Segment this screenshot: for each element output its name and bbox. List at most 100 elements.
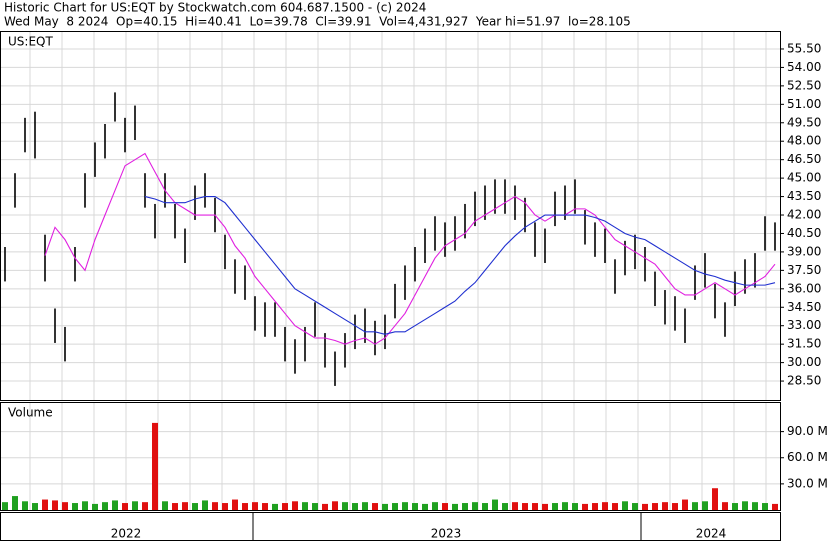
y-tick-label: 28.50 [787,374,821,388]
volume-bar [522,503,528,510]
volume-bar [222,503,228,510]
volume-bar [552,503,558,510]
volume-bar [312,503,318,510]
y-tick-label: 48.00 [787,134,821,148]
volume-bar [142,502,148,510]
volume-bar [662,502,668,510]
volume-bar [472,502,478,510]
y-tick-label: 52.50 [787,78,821,92]
volume-bar [462,503,468,510]
volume-bar [342,502,348,510]
volume-bar [282,503,288,510]
volume-bar [122,503,128,510]
volume-bar [532,503,538,510]
volume-bar [232,499,238,510]
volume-bar [372,503,378,510]
volume-bar [652,503,658,510]
moving-average [44,152,776,345]
y-tick-label: 43.50 [787,189,821,203]
volume-bar [42,499,48,510]
volume-bar [512,502,518,510]
volume-bar [332,501,338,510]
y-tick-label: 40.50 [787,226,821,240]
volume-bar [252,502,258,510]
price-panel-label: US:EQT [8,35,53,49]
volume-bar [262,503,268,510]
volume-bar [22,501,28,510]
y-tick-label: 37.50 [787,263,821,277]
volume-bar [402,502,408,510]
volume-bar [362,502,368,510]
volume-bar [192,503,198,510]
year-label: 2022 [111,527,142,541]
volume-bar [572,503,578,510]
volume-bar [752,502,758,510]
volume-bar [722,502,728,510]
volume-bar [612,503,618,510]
y-tick-label: 33.00 [787,318,821,332]
volume-bar [62,502,68,510]
volume-bar [592,503,598,510]
price-panel [0,31,781,401]
volume-bar [682,499,688,510]
y-tick-label: 39.00 [787,244,821,258]
y-tick-label: 51.00 [787,97,821,111]
y-tick-label: 46.50 [787,152,821,166]
header-line2: Wed May 8 2024 Op=40.15 Hi=40.41 Lo=39.7… [4,15,631,29]
volume-bar [622,501,628,510]
volume-bar [772,503,778,510]
volume-bar [102,502,108,510]
volume-bar [562,502,568,510]
y-tick-label: 55.50 [787,41,821,55]
volume-bar [162,501,168,510]
volume-bar [712,488,718,510]
y-tick-label: 42.00 [787,208,821,222]
volume-bar [2,502,8,510]
volume-bar [112,500,118,510]
volume-bar [72,503,78,510]
volume-bar [482,503,488,510]
volume-bar [182,502,188,510]
y-tick-label: 90.0 M [787,424,828,438]
volume-bar [492,499,498,510]
volume-bar [692,502,698,510]
volume-bar [352,503,358,510]
volume-bar [732,503,738,510]
volume-bar [452,503,458,510]
volume-bar [412,503,418,510]
y-tick-label: 60.0 M [787,450,828,464]
header-line1: Historic Chart for US:EQT by Stockwatch.… [4,1,426,15]
moving-average [144,196,776,335]
y-tick-label: 36.00 [787,281,821,295]
volume-bar [212,502,218,510]
volume-bar [392,503,398,510]
volume-bar [242,503,248,510]
volume-bar [272,503,278,510]
y-tick-label: 34.50 [787,300,821,314]
time-axis [0,512,781,541]
y-tick-label: 30.00 [787,355,821,369]
volume-bar [422,503,428,510]
volume-panel [0,402,781,511]
volume-bar [292,501,298,510]
volume-bar [172,503,178,510]
volume-panel-label: Volume [8,406,53,420]
y-tick-label: 31.50 [787,337,821,351]
volume-bar [742,501,748,510]
volume-bar [672,503,678,510]
volume-bar [302,502,308,510]
y-tick-label: 54.00 [787,60,821,74]
volume-bar [702,501,708,510]
volume-bar [382,503,388,510]
volume-bar [632,503,638,510]
year-label: 2023 [431,527,462,541]
year-label: 2024 [696,527,727,541]
volume-bar [442,503,448,510]
volume-bar [52,500,58,510]
volume-bar [132,501,138,510]
volume-bar [582,503,588,510]
volume-bar [92,503,98,510]
volume-bar [202,500,208,510]
volume-bar [602,502,608,510]
